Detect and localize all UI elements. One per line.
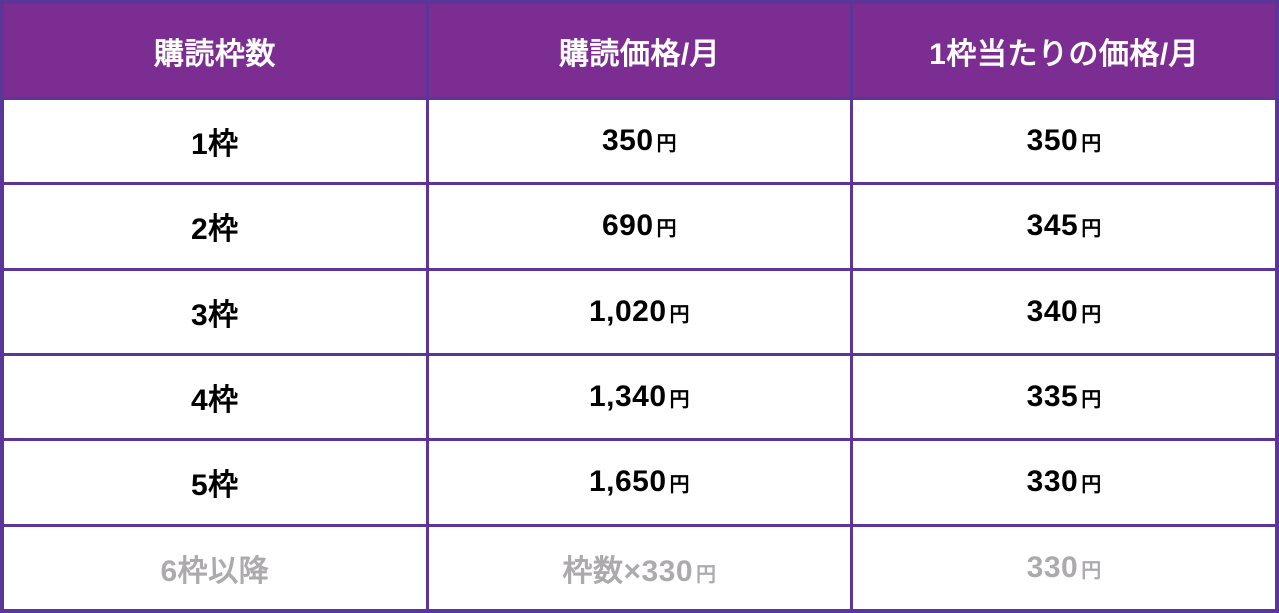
column-header-label: 購読価格/月 bbox=[558, 37, 721, 71]
column-header-slots: 購読枠数 bbox=[4, 4, 426, 97]
price-amount: 690 bbox=[601, 209, 654, 243]
column-header-monthly-price: 購読価格/月 bbox=[425, 4, 851, 97]
monthly-price-cell: 1,020 円 bbox=[425, 270, 851, 353]
table-header-row: 購読枠数 購読価格/月 1枠当たりの価格/月 bbox=[4, 4, 1275, 97]
price-unit: 円 bbox=[696, 563, 717, 586]
price-amount: 1,020 bbox=[588, 294, 667, 328]
per-slot-price-cell: 330 円 bbox=[850, 441, 1275, 524]
price-amount: 1,340 bbox=[588, 380, 667, 414]
per-slot-price-cell: 350 円 bbox=[850, 100, 1275, 183]
slots-value: 3枠 bbox=[190, 298, 239, 332]
per-slot-amount: 335 bbox=[1026, 380, 1079, 414]
per-slot-amount: 340 bbox=[1026, 294, 1079, 328]
price-formula: 枠数×330 bbox=[562, 554, 694, 588]
per-slot-unit: 円 bbox=[1081, 133, 1102, 156]
slots-value: 6枠以降 bbox=[160, 554, 270, 588]
subscription-slots-cell: 5枠 bbox=[4, 441, 426, 523]
per-slot-unit: 円 bbox=[1081, 218, 1102, 241]
per-slot-price-cell: 330 円 bbox=[850, 526, 1275, 609]
table-row: 4枠 1,340 円 335 円 bbox=[4, 352, 1275, 439]
per-slot-unit: 円 bbox=[1081, 389, 1102, 412]
slots-value: 4枠 bbox=[190, 384, 239, 418]
slots-value: 1枠 bbox=[190, 128, 239, 162]
per-slot-price-cell: 345 円 bbox=[850, 185, 1275, 268]
column-header-per-slot-price: 1枠当たりの価格/月 bbox=[850, 4, 1275, 97]
price-amount: 350 bbox=[601, 124, 654, 158]
table-row: 5枠 1,650 円 330 円 bbox=[4, 438, 1275, 524]
per-slot-amount: 350 bbox=[1026, 124, 1079, 158]
subscription-slots-cell: 6枠以降 bbox=[4, 527, 426, 609]
per-slot-amount: 330 bbox=[1026, 465, 1079, 499]
per-slot-amount: 330 bbox=[1026, 550, 1079, 584]
per-slot-price-cell: 340 円 bbox=[850, 270, 1275, 353]
subscription-slots-cell: 1枠 bbox=[4, 100, 426, 182]
column-header-label: 購読枠数 bbox=[153, 37, 276, 71]
monthly-price-cell: 350 円 bbox=[425, 100, 851, 183]
monthly-price-cell: 1,650 円 bbox=[425, 441, 851, 524]
column-header-label: 1枠当たりの価格/月 bbox=[929, 37, 1200, 71]
price-unit: 円 bbox=[669, 474, 691, 497]
per-slot-price-cell: 335 円 bbox=[850, 355, 1275, 439]
price-unit: 円 bbox=[656, 218, 678, 241]
monthly-price-cell: 1,340 円 bbox=[425, 355, 851, 439]
per-slot-unit: 円 bbox=[1081, 559, 1102, 582]
table-row: 3枠 1,020 円 340 円 bbox=[4, 267, 1275, 353]
subscription-slots-cell: 3枠 bbox=[4, 271, 426, 353]
price-unit: 円 bbox=[656, 133, 678, 156]
price-amount: 1,650 bbox=[588, 465, 667, 499]
price-unit: 円 bbox=[669, 389, 691, 412]
table-row: 1枠 350 円 350 円 bbox=[4, 97, 1275, 183]
table-row: 2枠 690 円 345 円 bbox=[4, 182, 1275, 268]
subscription-slots-cell: 2枠 bbox=[4, 185, 426, 267]
per-slot-amount: 345 bbox=[1026, 209, 1079, 243]
per-slot-unit: 円 bbox=[1081, 474, 1102, 497]
slots-value: 2枠 bbox=[190, 213, 239, 247]
slots-value: 5枠 bbox=[190, 469, 239, 503]
price-unit: 円 bbox=[669, 303, 691, 326]
per-slot-unit: 円 bbox=[1081, 303, 1102, 326]
monthly-price-cell: 枠数×330 円 bbox=[425, 526, 851, 609]
monthly-price-cell: 690 円 bbox=[425, 185, 851, 268]
table-row-six-plus-slots: 6枠以降 枠数×330 円 330 円 bbox=[4, 523, 1275, 609]
subscription-slots-cell: 4枠 bbox=[4, 356, 426, 438]
